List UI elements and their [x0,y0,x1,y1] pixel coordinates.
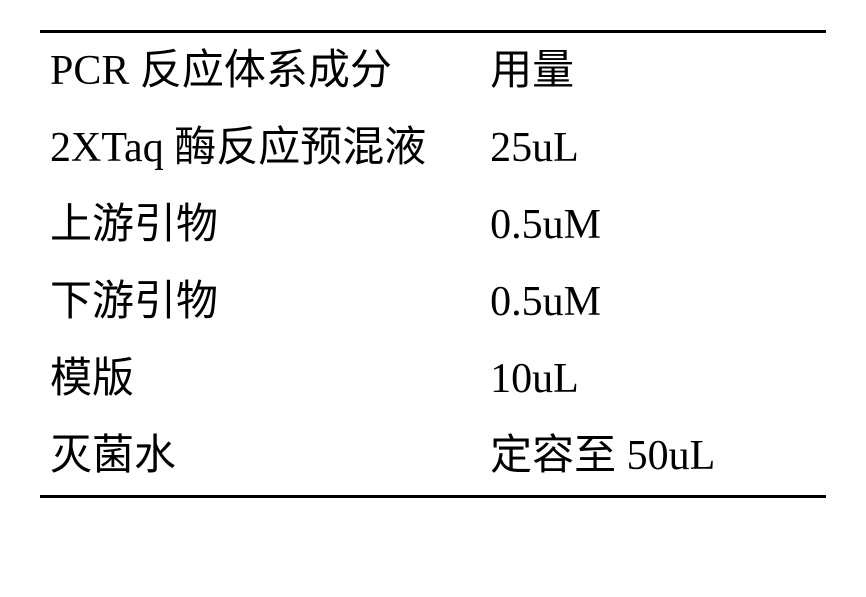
cell-amount: 0.5uM [480,187,826,264]
table-row: 下游引物 0.5uM [40,264,826,341]
table-row: 模版 10uL [40,341,826,418]
header-component: PCR 反应体系成分 [40,32,480,111]
header-amount: 用量 [480,32,826,111]
cell-amount: 25uL [480,110,826,187]
pcr-reaction-table: PCR 反应体系成分 用量 2XTaq 酶反应预混液 25uL 上游引物 0.5… [40,30,826,498]
cell-amount: 10uL [480,341,826,418]
table-header-row: PCR 反应体系成分 用量 [40,32,826,111]
cell-amount: 0.5uM [480,264,826,341]
table-row: 灭菌水 定容至 50uL [40,418,826,497]
cell-component: 下游引物 [40,264,480,341]
cell-component: 2XTaq 酶反应预混液 [40,110,480,187]
table-row: 2XTaq 酶反应预混液 25uL [40,110,826,187]
cell-amount: 定容至 50uL [480,418,826,497]
page: PCR 反应体系成分 用量 2XTaq 酶反应预混液 25uL 上游引物 0.5… [0,0,866,597]
cell-component: 灭菌水 [40,418,480,497]
cell-component: 模版 [40,341,480,418]
cell-component: 上游引物 [40,187,480,264]
table-row: 上游引物 0.5uM [40,187,826,264]
